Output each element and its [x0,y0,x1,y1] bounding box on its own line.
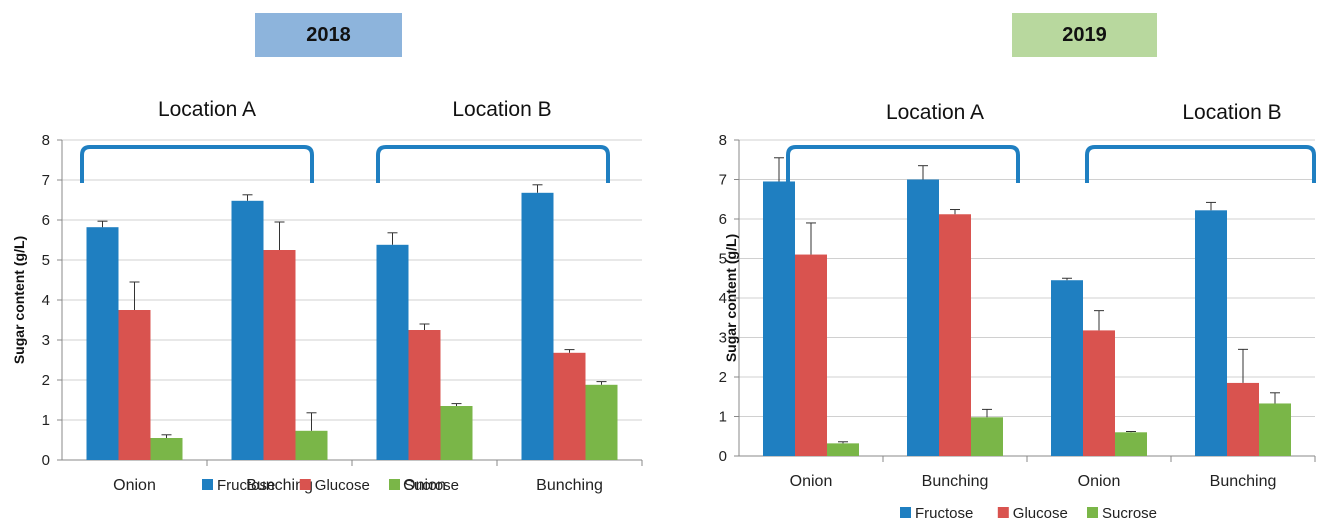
y-tick-label: 2 [42,372,50,389]
y-tick-label: 1 [719,409,727,426]
y-tick-label: 1 [42,412,50,429]
y-tick-label: 8 [42,132,50,149]
legend-label-fructose: Fructose [217,477,275,494]
y-tick-label: 7 [42,172,50,189]
bar-glucose [553,352,586,460]
bar-glucose [795,254,827,456]
legend-swatch-glucose [997,507,1009,518]
bar-glucose [1227,382,1259,456]
bar-fructose [231,200,264,461]
bar-glucose [118,310,151,460]
legend-swatch-glucose [299,479,311,490]
year-badge-2018: 2018 [255,13,402,57]
y-tick-label: 6 [719,211,727,228]
bar-sucrose [971,417,1003,456]
x-category-label: Bunching [922,473,989,490]
bar-sucrose [827,443,859,456]
y-tick-label: 5 [719,251,727,268]
bar-fructose [907,179,939,456]
y-tick-label: 0 [42,452,50,469]
bar-fructose [86,227,119,460]
bar-glucose [408,330,441,460]
legend-swatch-fructose [202,479,213,490]
bar-sucrose [1259,403,1291,456]
y-tick-label: 6 [42,212,50,229]
bar-sucrose [295,430,328,460]
y-tick-label: 3 [719,330,727,347]
location-bracket [786,145,1020,183]
y-tick-label: 4 [719,290,727,307]
location-label: Location B [1182,101,1281,124]
y-tick-label: 8 [719,132,727,149]
location-label: Location A [158,98,256,121]
bar-fructose [521,192,554,461]
bar-sucrose [1115,432,1147,456]
legend-label-sucrose: Sucrose [1102,505,1157,522]
y-tick-label: 7 [719,172,727,189]
y-tick-label: 5 [42,252,50,269]
legend-swatch-fructose [900,507,911,518]
legend-label-glucose: Glucose [1013,505,1068,522]
legend-swatch-sucrose [1087,507,1098,518]
bar-sucrose [440,406,473,460]
bar-sucrose [585,384,618,460]
bar-fructose [376,244,409,460]
legend-label-glucose: Glucose [315,477,370,494]
x-category-label: Onion [1078,473,1121,490]
bar-fructose [1195,210,1227,456]
bar-sucrose [150,438,183,460]
bar-fructose [1051,280,1083,456]
legend-label-sucrose: Sucrose [404,477,459,494]
bar-fructose [763,181,795,456]
chart-2018: 0 1 2 3 4 5 6 7 8 Sugar content (g/L) Onion Bunchin… [11,98,643,494]
x-category-label: Bunching [1210,473,1277,490]
chart-2019: 0 1 2 3 4 5 6 7 8 Sugar content (g/L) Onion Bunchin… [719,101,1316,522]
location-bracket [376,145,610,183]
y-tick-label: 2 [719,369,727,386]
x-category-label: Onion [403,477,446,494]
location-bracket [1085,145,1316,183]
location-label: Location B [452,98,551,121]
location-bracket [80,145,314,183]
x-category-label: Bunching [536,477,603,494]
year-badge-2019: 2019 [1012,13,1157,57]
bar-glucose [263,250,296,460]
location-label: Location A [886,101,984,124]
x-category-label: Onion [113,477,156,494]
x-category-label: Bunching [246,477,313,494]
bar-glucose [1083,330,1115,456]
y-tick-label: 3 [42,332,50,349]
bar-glucose [939,214,971,456]
x-category-label: Onion [790,473,833,490]
y-tick-label: 4 [42,292,50,309]
legend-swatch-sucrose [389,479,400,490]
y-axis-label: Sugar content (g/L) [11,236,27,364]
y-axis-label: Sugar content (g/L) [723,234,739,362]
y-tick-label: 0 [719,448,727,465]
legend-label-fructose: Fructose [915,505,973,522]
